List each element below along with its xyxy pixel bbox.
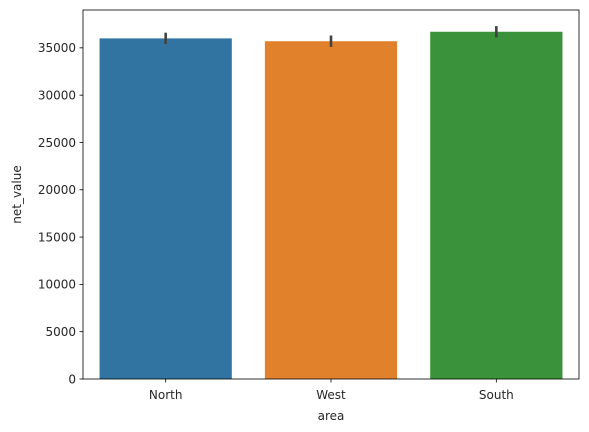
bars-group [99,31,563,380]
bar-north [99,38,232,380]
y-tick-label: 35000 [38,41,76,55]
y-axis: 0 5000 10000 15000 20000 25000 30000 35000 [38,41,83,386]
bar-south [430,31,563,380]
error-bars-group [164,26,498,47]
x-tick-label: South [479,388,514,402]
bar-west [264,41,398,379]
y-tick-label: 5000 [45,325,76,339]
x-tick-label: North [149,388,183,402]
y-tick-label: 20000 [38,183,76,197]
x-axis: North West South [149,379,514,402]
x-tick-label: West [316,388,346,402]
y-tick-label: 25000 [38,136,76,150]
y-tick-label: 15000 [38,230,76,244]
y-tick-label: 0 [68,372,76,386]
y-tick-label: 30000 [38,88,76,102]
y-tick-label: 10000 [38,278,76,292]
y-axis-label: net_value [10,165,24,223]
x-axis-label: area [318,409,345,423]
